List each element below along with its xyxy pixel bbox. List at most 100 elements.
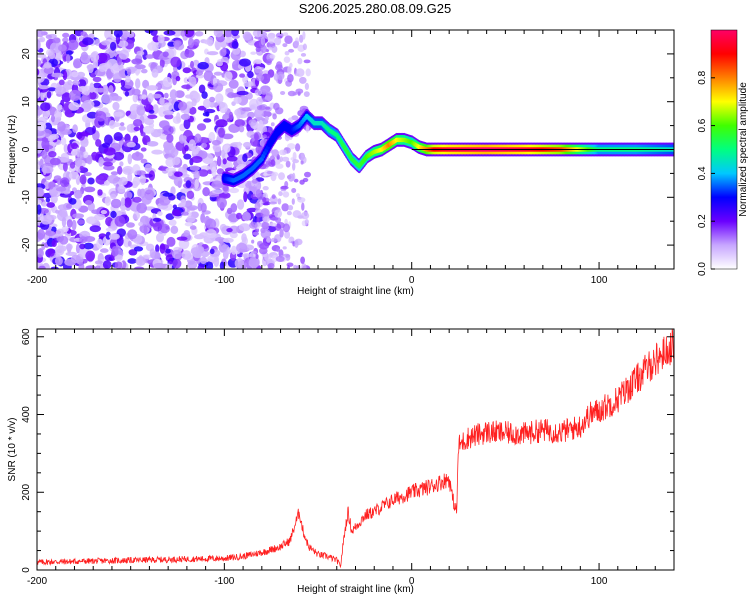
noise-blob <box>164 144 176 155</box>
noise-blob <box>86 154 93 165</box>
noise-blob <box>189 225 197 230</box>
noise-blob <box>194 178 199 189</box>
noise-blob <box>202 137 208 144</box>
noise-blob <box>80 51 88 61</box>
noise-blob <box>226 228 233 233</box>
noise-blob <box>85 265 96 269</box>
noise-blob <box>208 131 216 142</box>
noise-blob <box>157 211 163 217</box>
noise-blob <box>191 98 197 107</box>
noise-blob <box>239 73 246 78</box>
noise-blob <box>74 189 83 199</box>
noise-blob <box>272 113 277 120</box>
noise-blob <box>37 89 41 99</box>
noise-blob <box>37 248 44 258</box>
noise-blob <box>67 79 73 85</box>
noise-blob <box>58 79 65 86</box>
noise-blob <box>216 197 227 209</box>
noise-blob <box>176 112 181 123</box>
noise-blob <box>281 203 290 212</box>
noise-blob <box>47 248 55 257</box>
noise-blob <box>96 238 104 249</box>
noise-blob <box>267 126 273 133</box>
colorbar-tick-label: 0.8 <box>697 70 708 84</box>
noise-blob <box>283 56 291 63</box>
noise-blob <box>71 142 78 149</box>
y-tick-label: 20 <box>21 48 32 60</box>
noise-blob <box>268 201 278 205</box>
noise-blob <box>162 51 169 58</box>
noise-blob <box>282 191 290 198</box>
noise-blob <box>37 229 46 240</box>
noise-blob <box>56 104 63 111</box>
noise-blob <box>100 248 109 253</box>
noise-blob <box>54 86 67 95</box>
noise-blob <box>236 242 248 253</box>
noise-blob <box>62 161 68 172</box>
noise-blob <box>264 116 269 121</box>
noise-blob <box>175 141 186 152</box>
noise-blob <box>266 59 272 66</box>
noise-blob <box>89 225 102 233</box>
noise-blob <box>124 191 133 200</box>
noise-blob <box>46 202 55 208</box>
noise-blob <box>158 106 166 117</box>
noise-blob <box>65 243 73 251</box>
noise-blob <box>188 76 193 83</box>
noise-blob <box>136 50 145 56</box>
noise-blob <box>49 157 61 166</box>
noise-blob <box>151 68 159 78</box>
snr-plot-area <box>37 329 674 569</box>
noise-blob <box>171 249 182 259</box>
noise-blob <box>144 163 152 172</box>
noise-blob <box>127 172 133 183</box>
noise-blob <box>126 123 137 133</box>
noise-blob <box>236 90 249 96</box>
noise-blob <box>108 85 114 94</box>
noise-blob <box>68 102 80 111</box>
noise-blob <box>291 198 295 205</box>
noise-blob <box>233 96 242 104</box>
noise-blob <box>152 93 162 99</box>
noise-blob <box>184 222 194 227</box>
noise-blob <box>41 139 50 151</box>
noise-blob <box>133 119 143 127</box>
noise-blob <box>213 82 224 93</box>
noise-blob <box>148 109 155 114</box>
noise-blob <box>70 254 81 264</box>
noise-blob <box>183 153 192 160</box>
noise-blob <box>37 187 45 198</box>
noise-blob <box>202 112 209 117</box>
noise-blob <box>287 73 294 83</box>
noise-blob <box>238 125 245 133</box>
noise-blob <box>123 78 134 89</box>
noise-blob <box>300 152 305 158</box>
x-tick-label: -200 <box>27 576 47 587</box>
noise-blob <box>234 258 245 269</box>
noise-blob <box>74 157 83 167</box>
noise-blob <box>174 90 185 98</box>
noise-blob <box>243 141 252 148</box>
noise-blob <box>110 198 122 209</box>
noise-blob <box>75 243 81 254</box>
noise-blob <box>253 59 262 65</box>
noise-blob <box>54 109 62 120</box>
noise-blob <box>79 174 87 185</box>
noise-blob <box>254 132 259 142</box>
noise-blob <box>137 188 142 197</box>
noise-blob <box>69 89 81 101</box>
noise-blob <box>219 261 225 269</box>
noise-blob <box>219 48 227 57</box>
noise-blob <box>238 223 251 232</box>
colorbar-tick-label: 0.0 <box>697 262 708 276</box>
noise-blob <box>51 239 57 247</box>
noise-blob <box>303 91 310 97</box>
noise-blob <box>111 246 119 257</box>
y-tick-label: 10 <box>21 96 32 108</box>
noise-blob <box>73 60 81 69</box>
noise-blob <box>196 249 202 259</box>
noise-blob <box>224 71 233 82</box>
y-tick-label: -10 <box>21 190 32 205</box>
noise-blob <box>282 43 288 48</box>
noise-blob <box>218 102 228 114</box>
